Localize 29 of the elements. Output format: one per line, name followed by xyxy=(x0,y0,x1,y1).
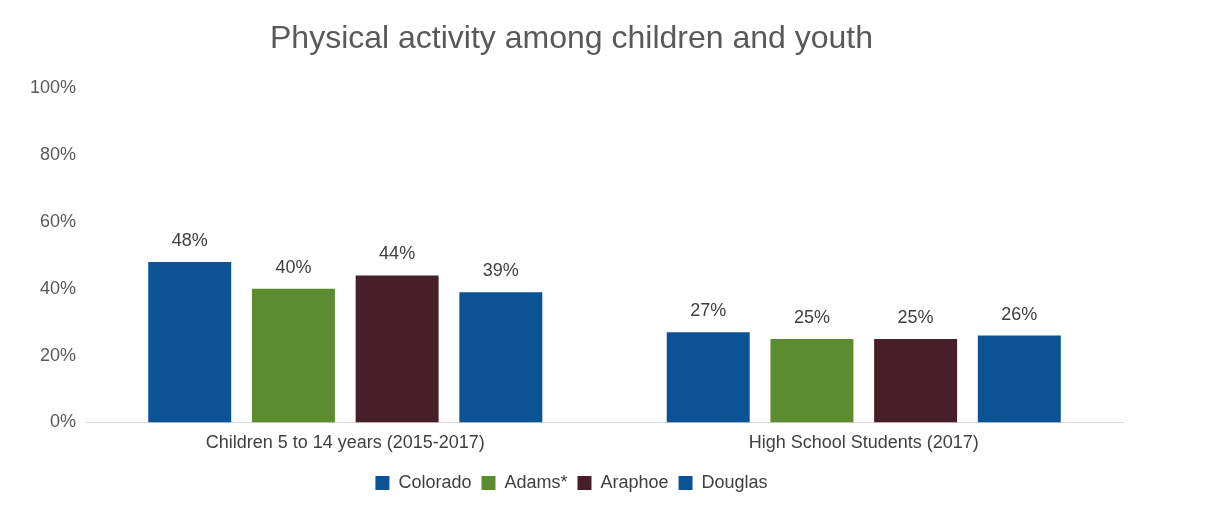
data-label: 40% xyxy=(275,256,312,277)
y-tick-label: 0% xyxy=(50,411,77,432)
chart-title: Physical activity among children and youth xyxy=(270,19,873,56)
bar xyxy=(251,288,335,423)
bar xyxy=(874,338,958,423)
x-tick-label: Children 5 to 14 years (2015-2017) xyxy=(205,432,485,453)
data-label: 39% xyxy=(482,260,519,281)
legend-label: Douglas xyxy=(701,471,768,492)
legend-label: Adams* xyxy=(504,471,568,492)
bar xyxy=(770,338,854,423)
bar xyxy=(148,262,232,423)
data-label: 26% xyxy=(1001,303,1038,324)
x-tick-label: High School Students (2017) xyxy=(748,432,979,453)
bar xyxy=(355,275,439,423)
data-label: 48% xyxy=(171,230,208,251)
bar xyxy=(977,335,1061,423)
legend-label: Araphoe xyxy=(600,471,669,492)
bar xyxy=(666,332,750,423)
y-tick-label: 80% xyxy=(40,144,77,165)
legend-label: Colorado xyxy=(398,471,472,492)
y-tick-label: 60% xyxy=(40,210,77,231)
data-label: 44% xyxy=(379,243,416,264)
y-tick-label: 20% xyxy=(40,344,77,365)
data-label: 25% xyxy=(793,306,830,327)
bar xyxy=(459,292,543,423)
y-tick-label: 100% xyxy=(29,77,77,98)
data-label: 27% xyxy=(690,300,727,321)
data-label: 25% xyxy=(897,306,934,327)
y-tick-label: 40% xyxy=(40,277,77,298)
